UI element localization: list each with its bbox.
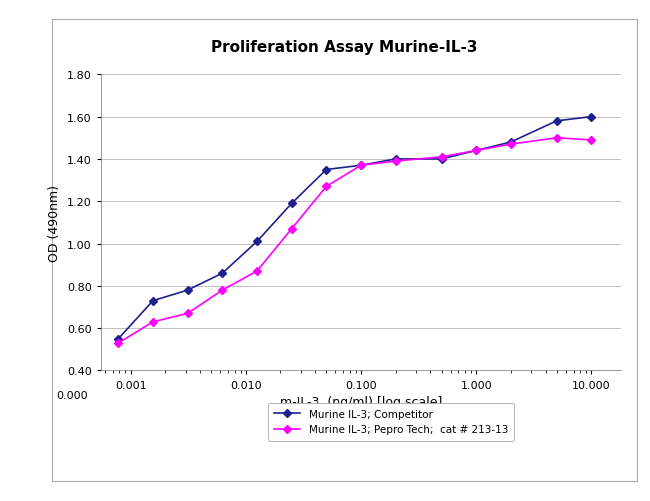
Murine IL-3; Competitor [473,148,480,154]
Murine IL-3; Competitor [114,336,122,342]
X-axis label: m-IL-3  (ng/ml) [log scale]: m-IL-3 (ng/ml) [log scale] [280,395,442,408]
Murine IL-3; Competitor [392,157,400,163]
Y-axis label: OD (490nm): OD (490nm) [48,184,61,262]
Murine IL-3; Competitor [149,298,157,304]
Murine IL-3; Pepro Tech;  cat # 213-13 [473,148,480,154]
Legend: Murine IL-3; Competitor, Murine IL-3; Pepro Tech;  cat # 213-13: Murine IL-3; Competitor, Murine IL-3; Pe… [268,403,514,441]
Murine IL-3; Competitor [322,167,330,173]
Murine IL-3; Pepro Tech;  cat # 213-13 [392,159,400,165]
Murine IL-3; Pepro Tech;  cat # 213-13 [149,319,157,325]
Murine IL-3; Competitor [218,271,226,277]
Murine IL-3; Competitor [437,157,445,163]
Murine IL-3; Competitor [288,201,296,207]
Line: Murine IL-3; Pepro Tech;  cat # 213-13: Murine IL-3; Pepro Tech; cat # 213-13 [116,136,594,346]
Murine IL-3; Pepro Tech;  cat # 213-13 [114,340,122,346]
Murine IL-3; Pepro Tech;  cat # 213-13 [218,288,226,294]
Murine IL-3; Pepro Tech;  cat # 213-13 [507,142,515,148]
Murine IL-3; Pepro Tech;  cat # 213-13 [184,311,192,317]
Text: 0.000: 0.000 [57,390,88,400]
Murine IL-3; Competitor [588,114,595,120]
Murine IL-3; Pepro Tech;  cat # 213-13 [253,269,261,275]
Murine IL-3; Competitor [253,239,261,245]
Murine IL-3; Pepro Tech;  cat # 213-13 [322,184,330,190]
Murine IL-3; Competitor [184,288,192,294]
Murine IL-3; Pepro Tech;  cat # 213-13 [437,154,445,160]
Murine IL-3; Pepro Tech;  cat # 213-13 [357,163,365,169]
Text: Proliferation Assay Murine-IL-3: Proliferation Assay Murine-IL-3 [211,40,478,55]
Murine IL-3; Competitor [507,140,515,146]
Murine IL-3; Pepro Tech;  cat # 213-13 [288,226,296,232]
Murine IL-3; Pepro Tech;  cat # 213-13 [552,135,560,141]
Murine IL-3; Competitor [552,119,560,125]
Murine IL-3; Pepro Tech;  cat # 213-13 [588,138,595,144]
Line: Murine IL-3; Competitor: Murine IL-3; Competitor [116,115,594,342]
Murine IL-3; Competitor [357,163,365,169]
